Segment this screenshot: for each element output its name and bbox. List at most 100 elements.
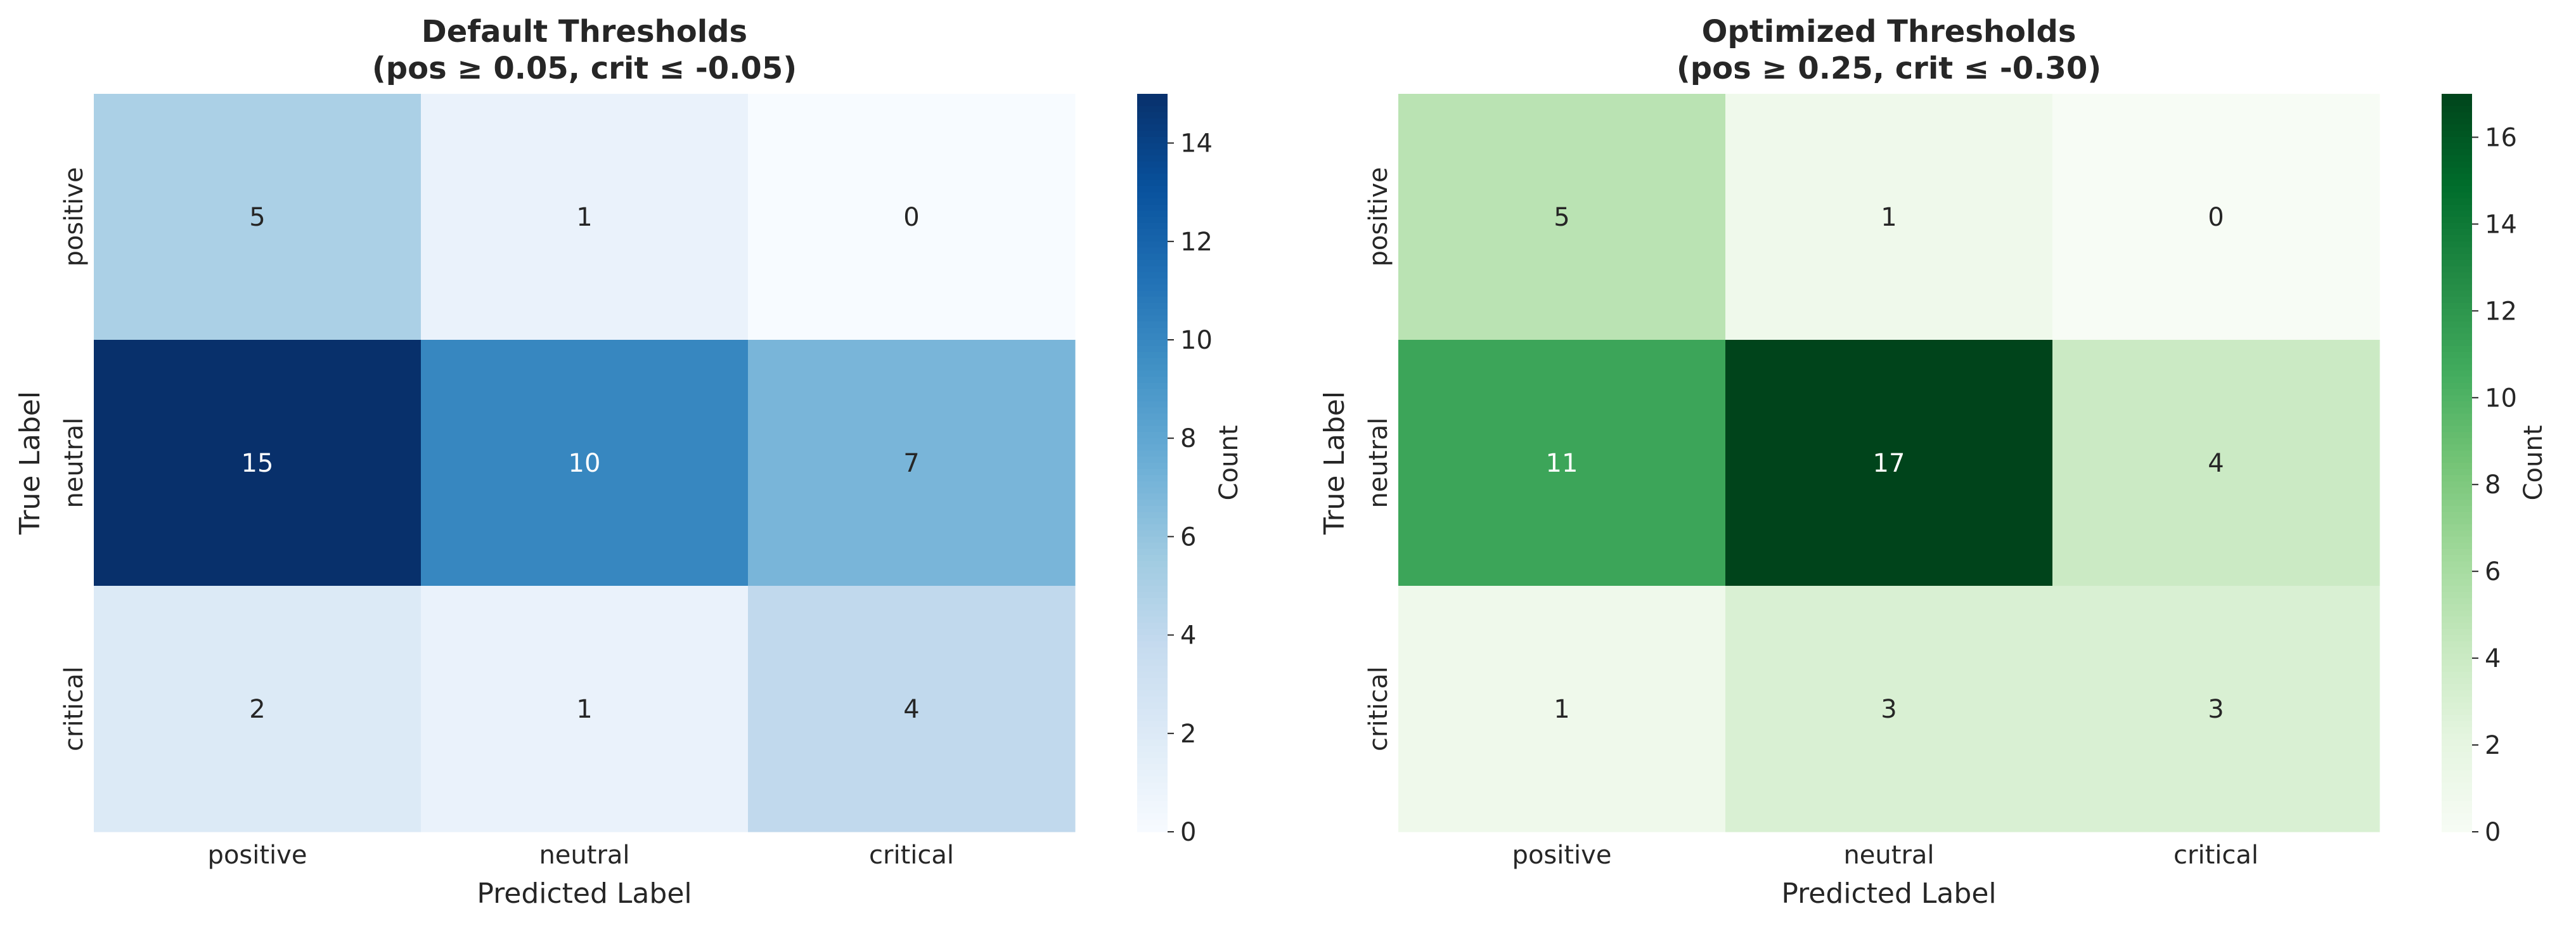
colorbar-segment	[1137, 124, 1168, 131]
y-tick-label: critical	[1364, 666, 1393, 751]
cell-value-label: 11	[1546, 449, 1578, 478]
colorbar-segment	[1137, 764, 1168, 771]
colorbar-segment	[2442, 235, 2472, 242]
colorbar-segment	[1137, 751, 1168, 759]
colorbar-segment	[1137, 592, 1168, 598]
colorbar-segment	[2442, 136, 2472, 144]
colorbar-segment	[1137, 167, 1168, 174]
colorbar-segment	[2442, 746, 2472, 753]
colorbar-segment	[2442, 389, 2472, 396]
colorbar-segment	[1137, 536, 1168, 543]
colorbar-segment	[1137, 604, 1168, 611]
colorbar-segment	[2442, 241, 2472, 249]
colorbar-segment	[1137, 290, 1168, 297]
colorbar-segment	[1137, 548, 1168, 556]
colorbar-segment	[1137, 794, 1168, 802]
chart-subtitle: (pos ≥ 0.05, crit ≤ -0.05)	[372, 51, 797, 86]
y-axis-label: True Label	[1318, 391, 1351, 535]
colorbar-segment	[1137, 425, 1168, 433]
colorbar-tick-label: 0	[1180, 818, 1196, 847]
colorbar-segment	[1137, 500, 1168, 507]
colorbar-segment	[1137, 616, 1168, 623]
colorbar-segment	[2442, 524, 2472, 531]
colorbar-segment	[2442, 229, 2472, 236]
colorbar-segment	[1137, 389, 1168, 396]
colorbar-segment	[1137, 118, 1168, 126]
colorbar-segment	[1137, 174, 1168, 181]
colorbar-segment	[2442, 487, 2472, 495]
colorbar-segment	[2442, 106, 2472, 113]
colorbar-segment	[2442, 592, 2472, 598]
colorbar-segment	[2442, 635, 2472, 642]
colorbar-segment	[2442, 450, 2472, 457]
colorbar-segment	[2442, 315, 2472, 322]
colorbar-segment	[2442, 789, 2472, 796]
colorbar-segment	[2442, 653, 2472, 660]
colorbar-segment	[1137, 475, 1168, 482]
colorbar-segment	[1137, 653, 1168, 660]
colorbar-segment	[1137, 395, 1168, 402]
colorbar-segment	[1137, 247, 1168, 254]
colorbar-segment	[2442, 161, 2472, 168]
colorbar-segment	[2442, 254, 2472, 261]
colorbar-segment	[2442, 179, 2472, 187]
colorbar-segment	[2442, 776, 2472, 783]
cell-value-label: 1	[576, 203, 592, 232]
colorbar-segment	[1137, 647, 1168, 654]
cell-value-label: 17	[1873, 449, 1905, 478]
colorbar-segment	[1137, 444, 1168, 451]
heatmap-cell	[421, 340, 749, 586]
colorbar-segment	[1137, 555, 1168, 562]
colorbar-segment	[1137, 143, 1168, 150]
colorbar-segment	[1137, 204, 1168, 211]
colorbar-segment	[2442, 764, 2472, 771]
colorbar-segment	[1137, 493, 1168, 500]
colorbar-segment	[2442, 186, 2472, 193]
colorbar-segment	[2442, 290, 2472, 297]
colorbar-segment	[1137, 758, 1168, 765]
colorbar-segment	[1137, 518, 1168, 525]
colorbar-segment	[2442, 555, 2472, 562]
colorbar-segment	[2442, 807, 2472, 814]
colorbar-segment	[2442, 604, 2472, 611]
colorbar-segment	[1137, 272, 1168, 279]
colorbar-segment	[2442, 425, 2472, 433]
chart-title: Default Thresholds	[422, 14, 747, 49]
colorbar-segment	[1137, 186, 1168, 193]
colorbar-segment	[2442, 628, 2472, 636]
colorbar-segment	[2442, 401, 2472, 408]
colorbar-segment	[1137, 346, 1168, 353]
cell-value-label: 2	[249, 695, 265, 724]
colorbar-segment	[1137, 266, 1168, 273]
colorbar-segment	[1137, 709, 1168, 716]
colorbar-segment	[1137, 229, 1168, 236]
colorbar-segment	[2442, 727, 2472, 734]
heatmap-cell	[94, 586, 422, 832]
y-tick-label: neutral	[1364, 417, 1393, 508]
colorbar-segment	[2442, 333, 2472, 340]
heatmap-cell	[1398, 586, 1726, 832]
colorbar-tick-label: 8	[2485, 470, 2501, 500]
colorbar-segment	[2442, 475, 2472, 482]
heatmap-cell	[421, 586, 749, 832]
cell-value-label: 1	[1554, 695, 1569, 724]
colorbar-tick-label: 10	[2485, 384, 2517, 413]
colorbar-segment	[1137, 598, 1168, 605]
y-tick-label: positive	[60, 167, 89, 267]
heatmap-cell	[1398, 94, 1726, 340]
colorbar-segment	[2442, 463, 2472, 470]
colorbar-segment	[1137, 100, 1168, 107]
colorbar-segment	[1137, 727, 1168, 734]
colorbar-tick-label: 8	[1180, 424, 1196, 453]
colorbar-segment	[1137, 302, 1168, 310]
cell-value-label: 3	[1881, 695, 1897, 724]
colorbar-segment	[2442, 715, 2472, 721]
colorbar-tick-label: 6	[1180, 522, 1196, 552]
colorbar-segment	[2442, 407, 2472, 414]
colorbar-segment	[1137, 696, 1168, 703]
colorbar-segment	[1137, 210, 1168, 217]
x-tick-label: critical	[2174, 841, 2258, 870]
colorbar-segment	[1137, 671, 1168, 679]
y-tick-label: positive	[1364, 167, 1393, 267]
colorbar-segment	[1137, 413, 1168, 420]
